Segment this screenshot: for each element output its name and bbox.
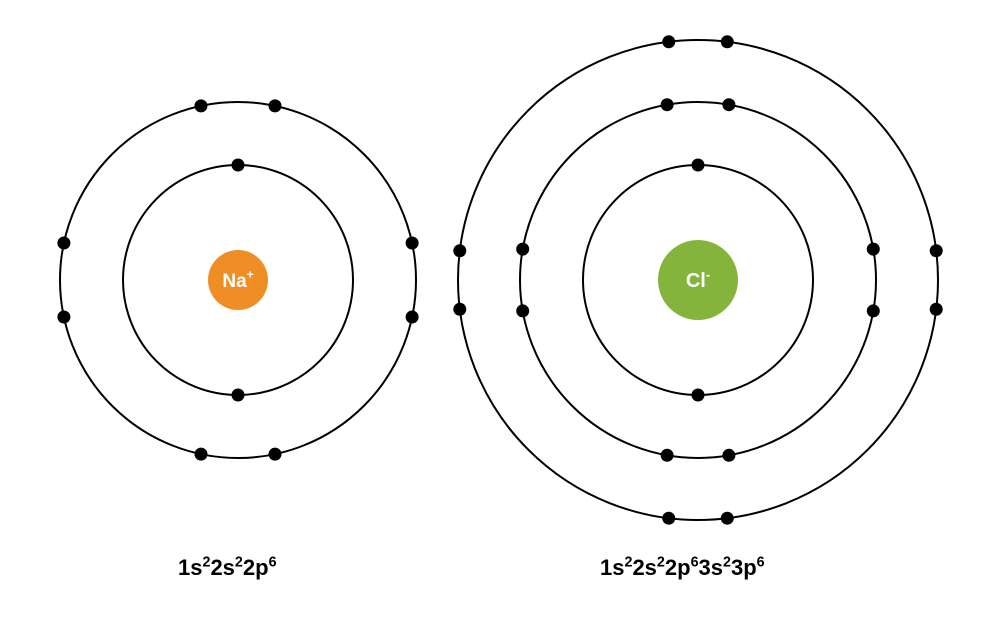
sodium-ion-electron-s2-6 <box>406 311 419 324</box>
chloride-ion-electron-s2-7 <box>867 243 880 256</box>
chloride-ion-electron-s3-7 <box>930 244 943 257</box>
chloride-ion-electron-s3-3 <box>453 303 466 316</box>
chloride-ion-electron-s2-3 <box>516 304 529 317</box>
chloride-ion-electron-s2-0 <box>722 98 735 111</box>
chloride-ion-config-label: 1s22s22p63s23p6 <box>600 555 765 581</box>
sodium-ion-electron-s1-1 <box>232 389 245 402</box>
sodium-ion-electron-s2-7 <box>406 236 419 249</box>
chloride-ion-electron-s2-6 <box>867 304 880 317</box>
chloride-ion-electron-s3-4 <box>662 512 675 525</box>
sodium-ion-electron-s1-0 <box>232 159 245 172</box>
chloride-ion-electron-s3-0 <box>721 35 734 48</box>
chloride-ion-electron-s3-2 <box>453 244 466 257</box>
sodium-ion-electron-s2-3 <box>57 311 70 324</box>
chloride-ion-electron-s2-1 <box>661 98 674 111</box>
chloride-ion-electron-s3-1 <box>662 35 675 48</box>
bohr-diagram-svg: Na+Cl- <box>0 0 1000 630</box>
chloride-ion-electron-s2-5 <box>722 449 735 462</box>
chloride-ion-electron-s2-2 <box>516 243 529 256</box>
chloride-ion-electron-s3-5 <box>721 512 734 525</box>
chloride-ion-electron-s3-6 <box>930 303 943 316</box>
chloride-ion-electron-s1-1 <box>692 389 705 402</box>
sodium-ion-electron-s2-0 <box>269 99 282 112</box>
sodium-ion-electron-s2-2 <box>57 236 70 249</box>
sodium-ion-config-label: 1s22s22p6 <box>178 555 277 581</box>
sodium-ion-electron-s2-4 <box>194 448 207 461</box>
sodium-ion-electron-s2-5 <box>269 448 282 461</box>
chloride-ion-electron-s2-4 <box>661 449 674 462</box>
chloride-ion-electron-s1-0 <box>692 159 705 172</box>
sodium-ion-electron-s2-1 <box>194 99 207 112</box>
bohr-diagram-canvas: Na+Cl- 1s22s22p6 1s22s22p63s23p6 <box>0 0 1000 630</box>
